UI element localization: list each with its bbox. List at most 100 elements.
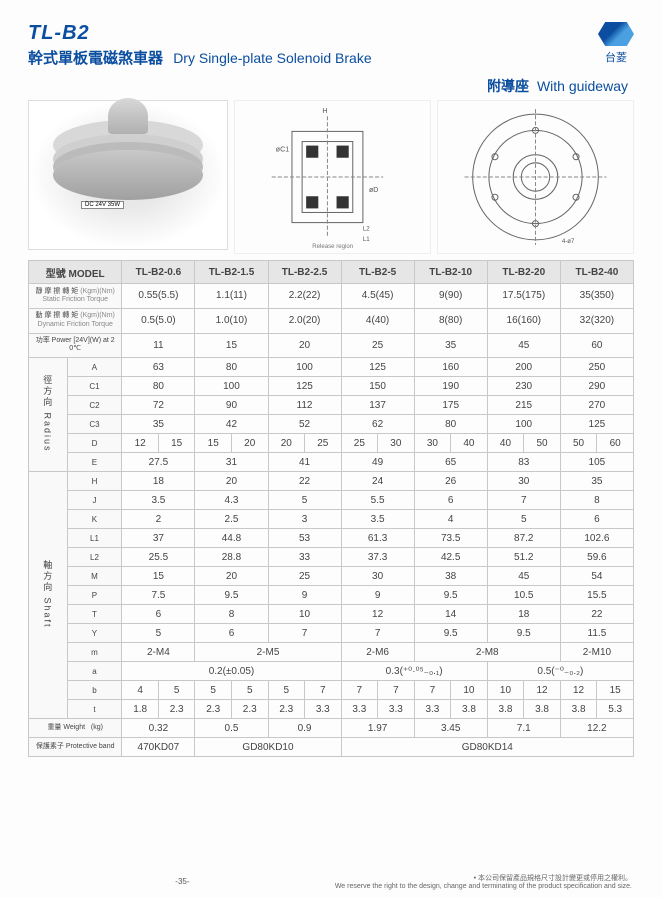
cell: 9.5: [487, 624, 560, 643]
cell: 230: [487, 377, 560, 396]
cell: 60: [597, 434, 634, 453]
cell: 7.5: [122, 586, 195, 605]
name-en: Dry Single-plate Solenoid Brake: [173, 50, 371, 66]
cell: b: [67, 681, 122, 700]
cell: 20: [195, 567, 268, 586]
table-row: K22.533.5456: [29, 510, 634, 529]
cell: 50: [560, 434, 597, 453]
cell: a: [67, 662, 122, 681]
table-row: 軸方向 ShaftH18202224263035: [29, 472, 634, 491]
rating-label: DC 24V 35W: [81, 201, 124, 209]
cell: 27.5: [122, 453, 195, 472]
cell: GD80KD10: [195, 738, 341, 757]
cell: 2-M6: [341, 643, 414, 662]
cell: 3.3: [414, 700, 451, 719]
cell: 200: [487, 358, 560, 377]
cell: 20: [268, 434, 305, 453]
cell: 3.8: [487, 700, 524, 719]
cell: 61.3: [341, 529, 414, 548]
cell: 15: [195, 434, 232, 453]
cell: 60: [560, 333, 633, 358]
cell: 30: [487, 472, 560, 491]
cell: 35: [560, 472, 633, 491]
brand-text: 台菱: [598, 49, 634, 65]
svg-text:Release region: Release region: [312, 243, 353, 250]
cell: 5: [268, 491, 341, 510]
cell: 3.8: [524, 700, 561, 719]
cell: 7: [487, 491, 560, 510]
cell: 44.8: [195, 529, 268, 548]
cell: D: [67, 434, 122, 453]
cell: 25: [341, 333, 414, 358]
cell: C2: [67, 396, 122, 415]
cell: 24: [341, 472, 414, 491]
cell: m: [67, 643, 122, 662]
cell: 37: [122, 529, 195, 548]
cell: 12: [560, 681, 597, 700]
cell: C3: [67, 415, 122, 434]
cell: 3.3: [305, 700, 342, 719]
spec-table: 型號 MODELTL-B2-0.6TL-B2-1.5TL-B2-2.5TL-B2…: [28, 260, 634, 757]
header-cell: TL-B2-5: [341, 261, 414, 284]
cell: 2-M8: [414, 643, 560, 662]
header-cell: TL-B2-40: [560, 261, 633, 284]
cell: 2-M5: [195, 643, 341, 662]
cell: 150: [341, 377, 414, 396]
cell: 41: [268, 453, 341, 472]
cell: 6: [414, 491, 487, 510]
cell: 290: [560, 377, 633, 396]
cell: 35: [414, 333, 487, 358]
cell: 3.3: [341, 700, 378, 719]
brand-block: 台菱: [598, 22, 634, 65]
product-name: 幹式單板電磁煞車器 Dry Single-plate Solenoid Brak…: [28, 47, 372, 68]
svg-text:L1: L1: [363, 236, 370, 243]
cell: 137: [341, 396, 414, 415]
guide-en: With guideway: [537, 78, 628, 94]
table-row: 保護素子 Protective band470KD07GD80KD10GD80K…: [29, 738, 634, 757]
cell: 80: [195, 358, 268, 377]
cell: 30: [341, 567, 414, 586]
table-row: 型號 MODELTL-B2-0.6TL-B2-1.5TL-B2-2.5TL-B2…: [29, 261, 634, 284]
cell: 215: [487, 396, 560, 415]
cell: 0.3(⁺⁰·⁰⁵₋₀.₁): [341, 662, 487, 681]
cell: H: [67, 472, 122, 491]
cell: 1.0(10): [195, 308, 268, 333]
cell: 12: [524, 681, 561, 700]
header-cell: TL-B2-1.5: [195, 261, 268, 284]
cell: 5.3: [597, 700, 634, 719]
cell: 42: [195, 415, 268, 434]
cell: 0.5: [195, 719, 268, 738]
table-row: Y56779.59.511.5: [29, 624, 634, 643]
cell: 6: [195, 624, 268, 643]
cell: 5: [487, 510, 560, 529]
cell: 2.2(22): [268, 284, 341, 309]
cell: 50: [524, 434, 561, 453]
cell: 3: [268, 510, 341, 529]
cell: 11: [122, 333, 195, 358]
table-row: a0.2(±0.05)0.3(⁺⁰·⁰⁵₋₀.₁)0.5(⁻⁰₋₀.₂): [29, 662, 634, 681]
table-row: 重量 Weight (kg)0.320.50.91.973.457.112.2: [29, 719, 634, 738]
cell: 3.45: [414, 719, 487, 738]
cell: 87.2: [487, 529, 560, 548]
cell: 10: [451, 681, 488, 700]
cell: 31: [195, 453, 268, 472]
cell: 4.5(45): [341, 284, 414, 309]
cell: 80: [414, 415, 487, 434]
cell: Y: [67, 624, 122, 643]
cell: 15: [158, 434, 195, 453]
cell: 0.32: [122, 719, 195, 738]
cell: 4(40): [341, 308, 414, 333]
cell: 25.5: [122, 548, 195, 567]
cell: 2.3: [268, 700, 305, 719]
table-row: b4555577771010121215: [29, 681, 634, 700]
cell: 9: [341, 586, 414, 605]
cell: 45: [487, 567, 560, 586]
cell: 160: [414, 358, 487, 377]
table-row: P7.59.5999.510.515.5: [29, 586, 634, 605]
cell: 10.5: [487, 586, 560, 605]
note-en: We reserve the right to the design, chan…: [335, 883, 632, 890]
page: TL-B2 幹式單板電磁煞車器 Dry Single-plate Solenoi…: [0, 0, 662, 898]
table-row: t1.82.32.32.32.33.33.33.33.33.83.83.83.8…: [29, 700, 634, 719]
cell: 12: [122, 434, 159, 453]
header-cell: TL-B2-0.6: [122, 261, 195, 284]
